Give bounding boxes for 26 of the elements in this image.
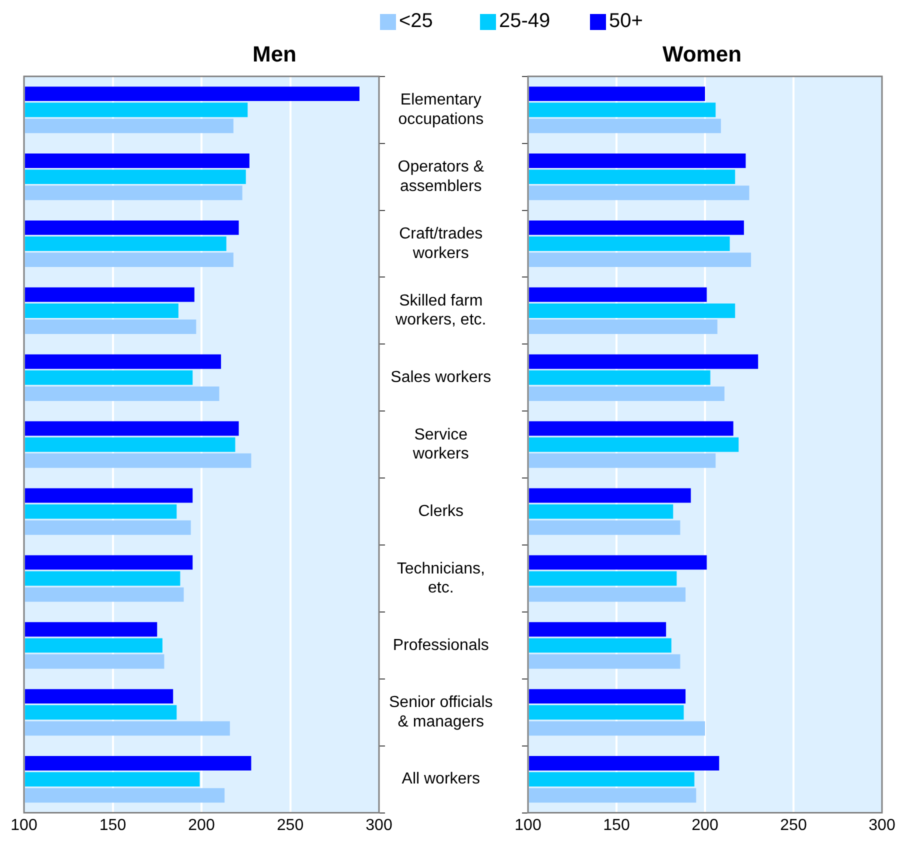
x-tick-label: 200 (692, 816, 718, 834)
y-tick-label: Operators & assemblers (398, 158, 484, 195)
y-tick-label: Craft/trades workers (399, 226, 483, 262)
y-tick-label: Sales workers (390, 369, 492, 386)
y-tick-label: Service workers (412, 426, 469, 463)
y-tick-label: All workers (402, 770, 480, 788)
x-tick-label: 100 (514, 816, 542, 834)
x-tick-label: 300 (868, 816, 896, 834)
legend-label: 25-49 (499, 10, 550, 33)
y-tick-label: Skilled farm workers, etc. (394, 292, 486, 329)
x-tick-label: 300 (366, 816, 392, 834)
x-tick-label: 250 (780, 816, 807, 834)
x-tick-label: 200 (188, 816, 215, 834)
y-tick-label: Professionals (392, 636, 489, 654)
chart-title: Men (252, 41, 296, 66)
x-tick-label: 150 (603, 816, 630, 834)
legend-label: <25 (399, 10, 433, 33)
y-tick-label: Technicians, etc. (396, 560, 485, 596)
y-tick-label: Elementary occupations (398, 92, 484, 128)
x-tick-label: 250 (276, 816, 304, 834)
chart-title: Women (662, 41, 742, 66)
x-tick-label: 100 (10, 816, 38, 834)
y-tick-label: Clerks (418, 502, 464, 520)
x-tick-label: 150 (99, 816, 126, 834)
legend-label: 50+ (609, 10, 643, 33)
y-tick-label: Senior officials & managers (388, 694, 493, 730)
